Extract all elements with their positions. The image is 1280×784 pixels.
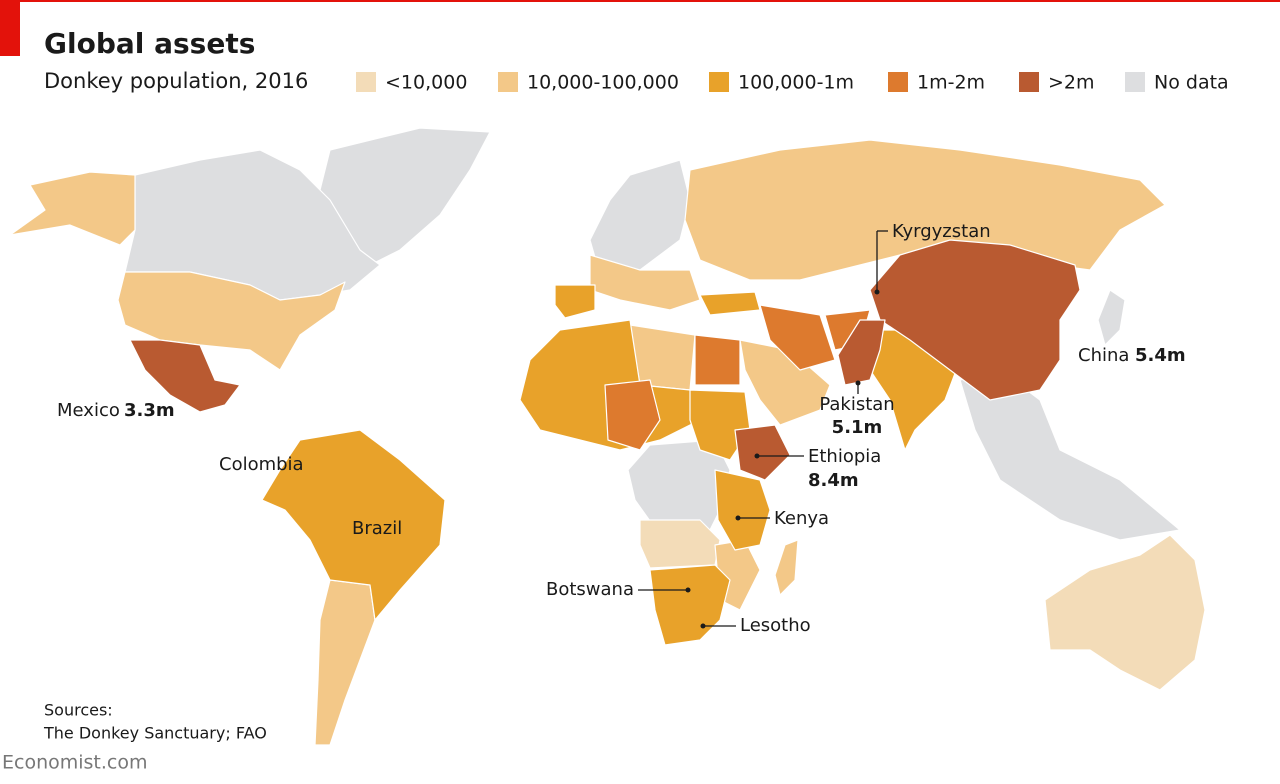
sudan (689, 389, 751, 461)
alaska (9, 171, 136, 246)
source-text: The Donkey Sanctuary; FAO (43, 724, 267, 743)
legend-swatch (709, 72, 729, 92)
value-pakistan: 5.1m (832, 417, 883, 438)
legend-label: 10,000-100,000 (527, 72, 679, 94)
leader-dot (754, 453, 760, 459)
legend-label: >2m (1048, 72, 1095, 94)
legend-swatch (888, 72, 908, 92)
label-kenya: Kenya (774, 508, 829, 529)
legend-swatch (1125, 72, 1145, 92)
iran (759, 304, 836, 371)
legend-label: 100,000-1m (738, 72, 854, 94)
leader-dot (735, 515, 741, 521)
legend-swatch (498, 72, 518, 92)
iberia (554, 284, 596, 319)
china (869, 239, 1081, 401)
brand: Economist.com (2, 752, 148, 774)
top-rule (0, 0, 1280, 2)
legend-label: 1m-2m (917, 72, 985, 94)
world-map (9, 127, 1206, 746)
value-mexico: 3.3m (124, 400, 175, 421)
turkey (699, 291, 761, 316)
japan (1097, 289, 1126, 346)
label-botswana: Botswana (546, 579, 634, 600)
southern-africa (649, 564, 731, 646)
legend: <10,000 10,000-100,000 100,000-1m 1m-2m >2m N… (356, 72, 1229, 94)
value-ethiopia: 8.4m (808, 470, 859, 491)
legend-label: No data (1154, 72, 1229, 94)
egypt (694, 334, 741, 386)
label-pakistan: Pakistan (819, 394, 894, 415)
label-colombia: Colombia (219, 454, 304, 475)
australia (1044, 534, 1206, 691)
label-ethiopia: Ethiopia (808, 446, 881, 467)
legend-label: <10,000 (385, 72, 467, 94)
subtitle: Donkey population, 2016 (44, 69, 308, 93)
value-china: 5.4m (1135, 345, 1186, 366)
mexico (129, 339, 241, 413)
label-china: China (1078, 345, 1129, 366)
argentina (314, 579, 376, 746)
leader-dot (874, 289, 880, 295)
usa (117, 271, 346, 371)
leader-dot (700, 623, 706, 629)
source-heading: Sources: (44, 701, 113, 720)
label-kyrgyzstan: Kyrgyzstan (892, 221, 991, 242)
leader-dot (685, 587, 691, 593)
red-tab (0, 0, 20, 56)
label-mexico: Mexico (57, 400, 120, 421)
east-africa (714, 469, 771, 551)
brazil (261, 429, 446, 621)
madagascar (774, 539, 799, 596)
southern-africa-west (639, 519, 721, 569)
legend-swatch (356, 72, 376, 92)
label-lesotho: Lesotho (740, 615, 811, 636)
ethiopia (734, 424, 791, 481)
title: Global assets (44, 27, 255, 60)
legend-swatch (1019, 72, 1039, 92)
annotations: Kyrgyzstan China 5.4m Pakistan 5.1m Mexi… (57, 221, 1186, 636)
leader-dot (855, 380, 861, 386)
europe-north (589, 159, 691, 276)
pakistan (837, 319, 886, 386)
label-brazil: Brazil (352, 518, 402, 539)
nigeria-niger (604, 379, 661, 451)
